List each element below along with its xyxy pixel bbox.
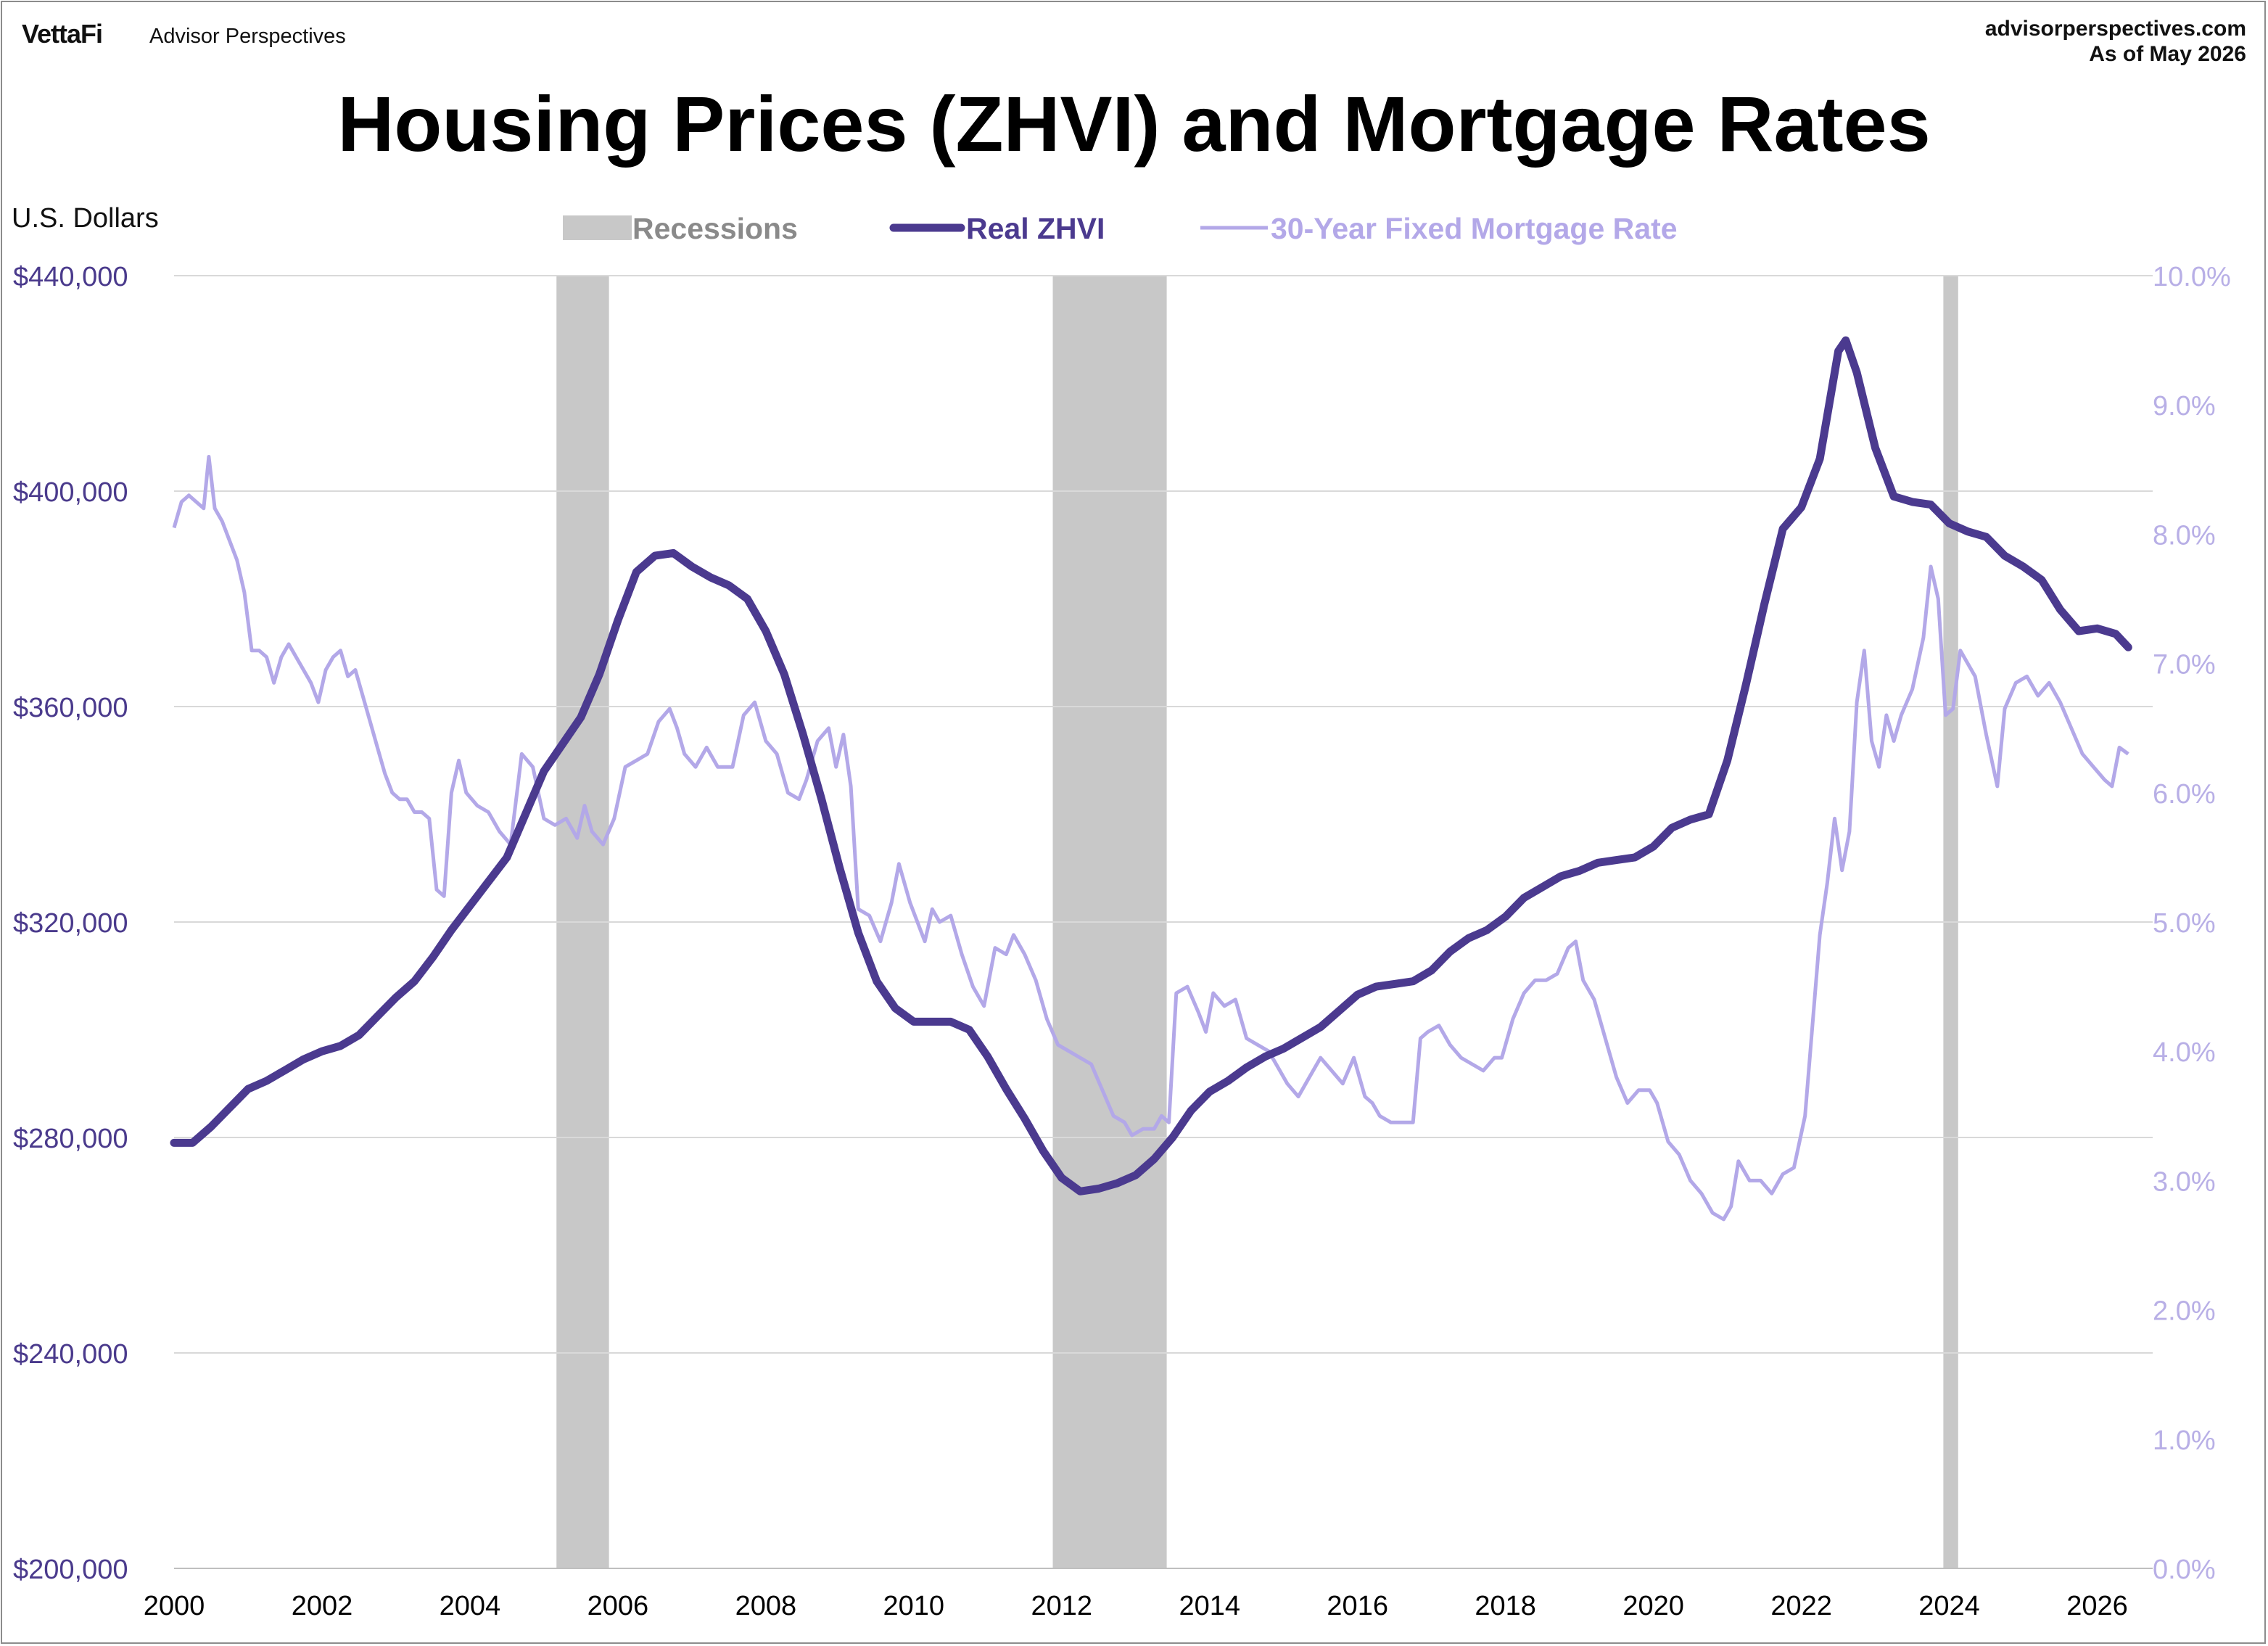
right-axis-tick-label: 9.0% — [2153, 391, 2216, 421]
x-axis-tick-label: 2026 — [2066, 1591, 2128, 1621]
legend-recession-swatch — [563, 215, 632, 240]
right-axis-tick-label: 3.0% — [2153, 1166, 2216, 1197]
right-axis-tick-label: 2.0% — [2153, 1296, 2216, 1327]
source-site: advisorperspectives.com — [1984, 17, 2246, 41]
right-axis-tick-label: 10.0% — [2153, 262, 2231, 292]
mortgage-rate-line — [172, 455, 2129, 1222]
legend: Recessions Real ZHVI 30-Year Fixed Mortgag… — [563, 212, 1678, 245]
left-axis-tick-label: $280,000 — [13, 1124, 128, 1154]
series-lines — [170, 336, 2132, 1222]
x-axis-tick-label: 2002 — [292, 1591, 353, 1621]
left-axis-tick-label: $200,000 — [13, 1555, 128, 1585]
right-axis-tick-label: 6.0% — [2153, 779, 2216, 810]
left-axis-tick-label: $360,000 — [13, 693, 128, 723]
x-axis-tick-label: 2010 — [883, 1591, 945, 1621]
legend-mortgage-label: 30-Year Fixed Mortgage Rate — [1271, 212, 1678, 245]
right-axis-tick-label: 4.0% — [2153, 1037, 2216, 1068]
chart-title: Housing Prices (ZHVI) and Mortgage Rates — [337, 80, 1931, 168]
brand-subtitle: Advisor Perspectives — [149, 25, 346, 48]
x-axis-tick-label: 2006 — [587, 1591, 649, 1621]
x-axis-tick-label: 2022 — [1770, 1591, 1832, 1621]
x-axis-tick-label: 2024 — [1918, 1591, 1980, 1621]
x-axis-tick-label: 2014 — [1179, 1591, 1240, 1621]
left-axis-tick-label: $400,000 — [13, 477, 128, 508]
x-axis-tick-label: 2016 — [1327, 1591, 1388, 1621]
left-axis-tick-label: $240,000 — [13, 1339, 128, 1370]
gridlines — [174, 275, 2153, 1569]
x-axis-tick-label: 2018 — [1475, 1591, 1536, 1621]
x-axis-tick-label: 2004 — [440, 1591, 501, 1621]
right-axis-tick-label: 1.0% — [2153, 1425, 2216, 1456]
right-axis-tick-label: 7.0% — [2153, 650, 2216, 680]
axis-ticks: $200,000 $240,000 $280,000 $320,000 $360,000… — [13, 262, 2231, 1621]
source-block: advisorperspectives.com As of May 2026 — [1985, 16, 2246, 67]
x-axis-tick-label: 2020 — [1622, 1591, 1684, 1621]
right-axis-tick-label: 0.0% — [2153, 1555, 2216, 1585]
legend-zhvi-label: Real ZHVI — [966, 212, 1105, 245]
left-axis-tick-label: $320,000 — [13, 908, 128, 939]
x-axis-tick-label: 2000 — [144, 1591, 205, 1621]
left-axis-tick-label: $440,000 — [13, 262, 128, 292]
right-axis-tick-label: 8.0% — [2153, 520, 2216, 551]
right-axis-tick-label: 5.0% — [2153, 908, 2216, 939]
y-axis-unit-label: U.S. Dollars — [12, 203, 159, 234]
as-of-date: As of May 2026 — [2089, 42, 2246, 66]
brand-logo: VettaFi — [22, 19, 103, 49]
x-axis-tick-label: 2008 — [735, 1591, 797, 1621]
legend-recessions-label: Recessions — [632, 212, 798, 245]
x-axis-tick-label: 2012 — [1031, 1591, 1093, 1621]
real-zhvi-line — [170, 336, 2132, 1196]
